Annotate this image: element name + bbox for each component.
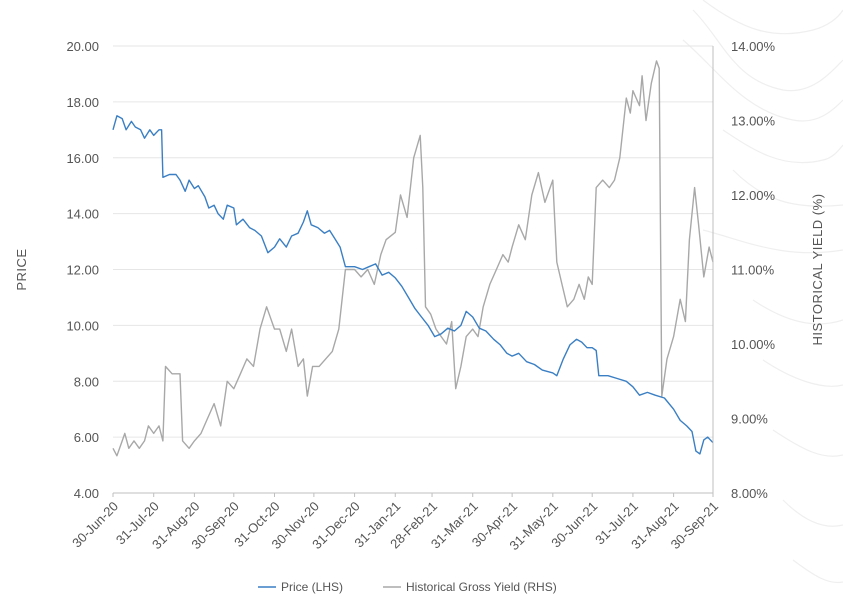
y-tick-right-label: 9.00% <box>731 412 768 427</box>
legend-item-yield-label: Historical Gross Yield (RHS) <box>406 580 557 594</box>
series-layer <box>112 60 714 457</box>
y-tick-left-label: 16.00 <box>66 151 99 166</box>
y-tick-left-label: 18.00 <box>66 95 99 110</box>
y-tick-right-label: 8.00% <box>731 486 768 501</box>
y-tick-left-label: 20.00 <box>66 39 99 54</box>
y-tick-right-label: 10.00% <box>731 337 776 352</box>
legend-layer: Price (LHS) Historical Gross Yield (RHS) <box>258 580 557 594</box>
grid-layer <box>113 45 713 494</box>
series-line-yield <box>112 60 714 457</box>
y-tick-left-label: 12.00 <box>66 263 99 278</box>
series-line-price <box>112 115 714 455</box>
y-axis-right-title: HISTORICAL YIELD (%) <box>810 193 825 345</box>
y-axis-left-title: PRICE <box>14 248 29 290</box>
y-tick-left-label: 14.00 <box>66 207 99 222</box>
y-tick-right-label: 14.00% <box>731 39 776 54</box>
y-tick-right-label: 12.00% <box>731 188 776 203</box>
background-engraving <box>682 0 843 584</box>
y-tick-left-label: 6.00 <box>74 430 99 445</box>
y-tick-left-label: 4.00 <box>74 486 99 501</box>
axis-layer: 4.00 6.00 8.00 10.00 12.00 14.00 16.00 18.00 20.… <box>14 39 825 553</box>
y-tick-right-label: 11.00% <box>731 263 775 278</box>
legend-item-price-label: Price (LHS) <box>281 580 343 594</box>
x-tick-label: 30-Jun-20 <box>69 499 121 551</box>
y-tick-right-label: 13.00% <box>731 114 776 129</box>
y-tick-left-label: 8.00 <box>74 374 99 389</box>
y-tick-left-label: 10.00 <box>66 318 99 333</box>
